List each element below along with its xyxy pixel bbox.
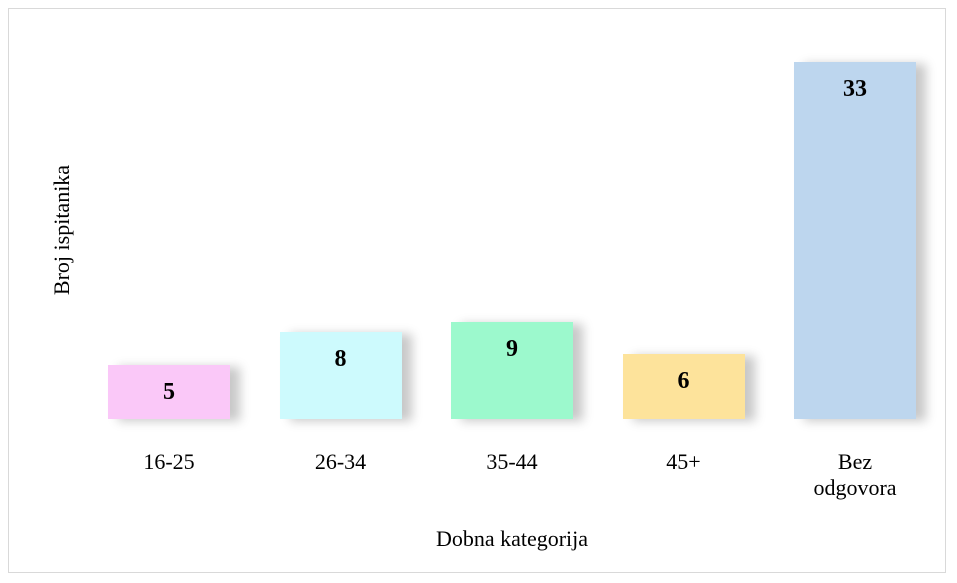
x-tick-label: 35-44: [486, 449, 538, 474]
y-axis-title: Broj ispitanika: [49, 164, 74, 296]
x-axis-title: Dobna kategorija: [435, 526, 589, 551]
data-label: 8: [334, 346, 347, 373]
bar: [622, 354, 745, 419]
x-tick-label: Bez odgovora: [813, 449, 897, 500]
x-tick-label: 26-34: [314, 449, 367, 474]
data-label: 33: [843, 76, 867, 102]
data-label: 9: [506, 335, 518, 362]
chart-frame: [8, 8, 946, 573]
bar: [794, 62, 916, 419]
data-label: 5: [163, 378, 175, 405]
bar: [279, 332, 402, 419]
bar: [451, 321, 573, 419]
bar: [108, 364, 230, 419]
x-tick-label: 45+: [666, 449, 701, 474]
data-label: 6: [677, 368, 690, 395]
x-tick-label: 16-25: [143, 449, 195, 474]
